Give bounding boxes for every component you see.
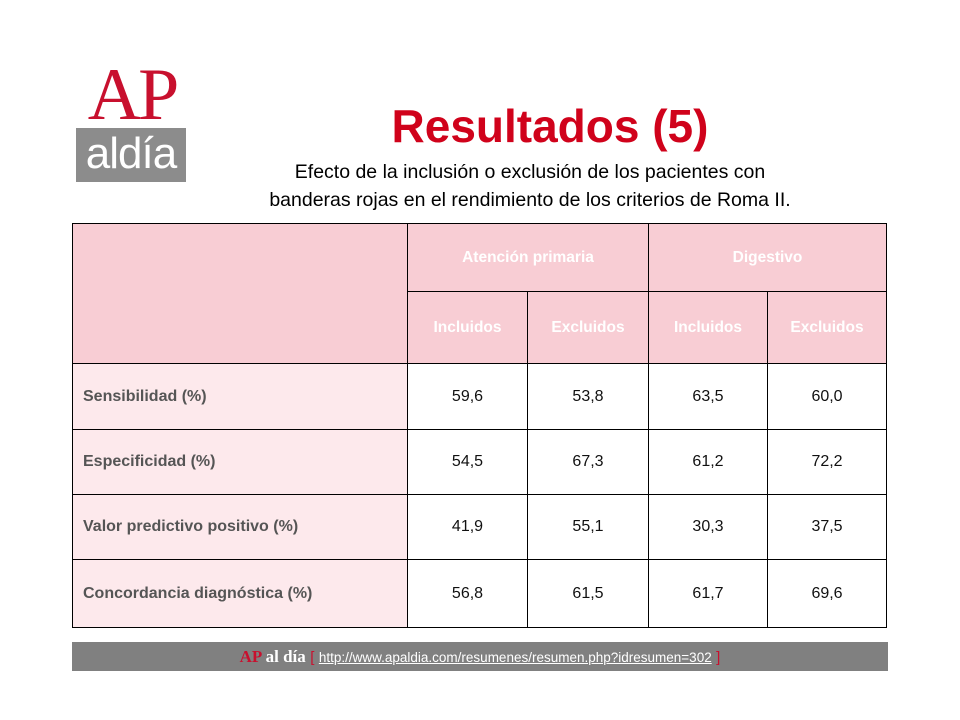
table-row: Concordancia diagnóstica (%) 56,8 61,5 6… <box>72 559 888 628</box>
table-cell: 69,6 <box>766 559 888 628</box>
group-header-atencion-primaria: Atención primaria <box>407 223 649 292</box>
table-cell: 61,2 <box>648 429 768 495</box>
subtitle-line-1: Efecto de la inclusión o exclusión de lo… <box>294 161 766 183</box>
table-cell: 37,5 <box>766 494 888 560</box>
row-label-vpp: Valor predictivo positivo (%) <box>72 494 408 560</box>
subheader-dig-incluidos: Incluidos <box>648 291 768 364</box>
table-group-header-row: Atención primaria Digestivo <box>72 223 888 364</box>
table-cell: 67,3 <box>527 429 649 495</box>
table-cell: 54,5 <box>407 429 528 495</box>
table-cell: 61,5 <box>527 559 649 628</box>
footer-bar: AP al día [ http://www.apaldia.com/resum… <box>72 642 888 671</box>
table-cell: 60,0 <box>766 363 888 430</box>
table-cell: 30,3 <box>648 494 768 560</box>
footer-brand: AP al día <box>240 647 306 666</box>
subheader-ap-incluidos: Incluidos <box>407 291 528 364</box>
table-cell: 53,8 <box>527 363 649 430</box>
footer-brand-ap: AP <box>239 647 262 666</box>
logo-aldia-text: aldía <box>76 128 186 182</box>
table-cell: 41,9 <box>407 494 528 560</box>
table-cell: 61,7 <box>648 559 768 628</box>
footer-brand-aldia: al día <box>265 647 306 666</box>
footer-bracket-close: ] <box>716 649 721 666</box>
subtitle-line-2: banderas rojas en el rendimiento de los … <box>269 189 791 211</box>
ap-al-dia-logo: AP aldía <box>76 54 188 184</box>
logo-ap-text: AP <box>87 54 180 136</box>
table-cell: 59,6 <box>407 363 528 430</box>
table-row: Especificidad (%) 54,5 67,3 61,2 72,2 <box>72 429 888 495</box>
table-cell: 63,5 <box>648 363 768 430</box>
footer-url-link[interactable]: http://www.apaldia.com/resumenes/resumen… <box>318 650 712 665</box>
slide-subtitle: Efecto de la inclusión o exclusión de lo… <box>200 158 860 214</box>
slide-title: Resultados (5) <box>391 100 709 152</box>
table-row: Valor predictivo positivo (%) 41,9 55,1 … <box>72 494 888 560</box>
table-cell: 72,2 <box>766 429 888 495</box>
table-subheader-row: Incluidos Excluidos Incluidos Excluidos <box>73 291 888 364</box>
table-cell: 55,1 <box>527 494 649 560</box>
row-label-sensibilidad: Sensibilidad (%) <box>72 363 408 430</box>
table-corner-cell <box>72 223 408 364</box>
group-header-digestivo: Digestivo <box>647 223 888 292</box>
subheader-dig-excluidos: Excluidos <box>766 291 888 364</box>
row-label-especificidad: Especificidad (%) <box>72 429 408 495</box>
table-row: Sensibilidad (%) 59,6 53,8 63,5 60,0 <box>72 363 888 430</box>
row-label-concordancia: Concordancia diagnóstica (%) <box>72 559 408 628</box>
footer-bracket-open: [ <box>310 649 315 666</box>
results-table: Atención primaria Digestivo Incluidos Ex… <box>72 223 888 628</box>
table-cell: 56,8 <box>407 559 528 628</box>
subheader-ap-excluidos: Excluidos <box>527 291 649 364</box>
